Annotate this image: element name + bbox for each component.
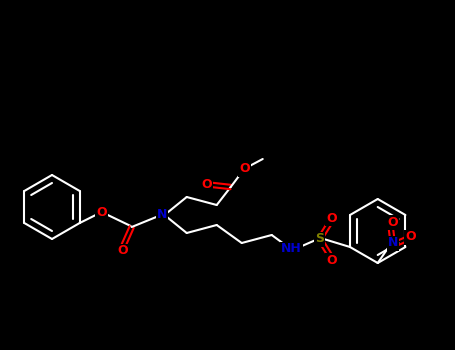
- Text: O: O: [117, 245, 128, 258]
- Text: N: N: [157, 209, 167, 222]
- Text: O: O: [405, 231, 416, 244]
- Text: NH: NH: [281, 243, 302, 256]
- Text: O: O: [326, 211, 337, 224]
- Text: O: O: [239, 162, 250, 175]
- Text: S: S: [315, 232, 324, 245]
- Text: O: O: [326, 253, 337, 266]
- Text: N: N: [388, 237, 398, 250]
- Text: O: O: [96, 206, 107, 219]
- Text: O: O: [202, 178, 212, 191]
- Text: O: O: [387, 216, 398, 229]
